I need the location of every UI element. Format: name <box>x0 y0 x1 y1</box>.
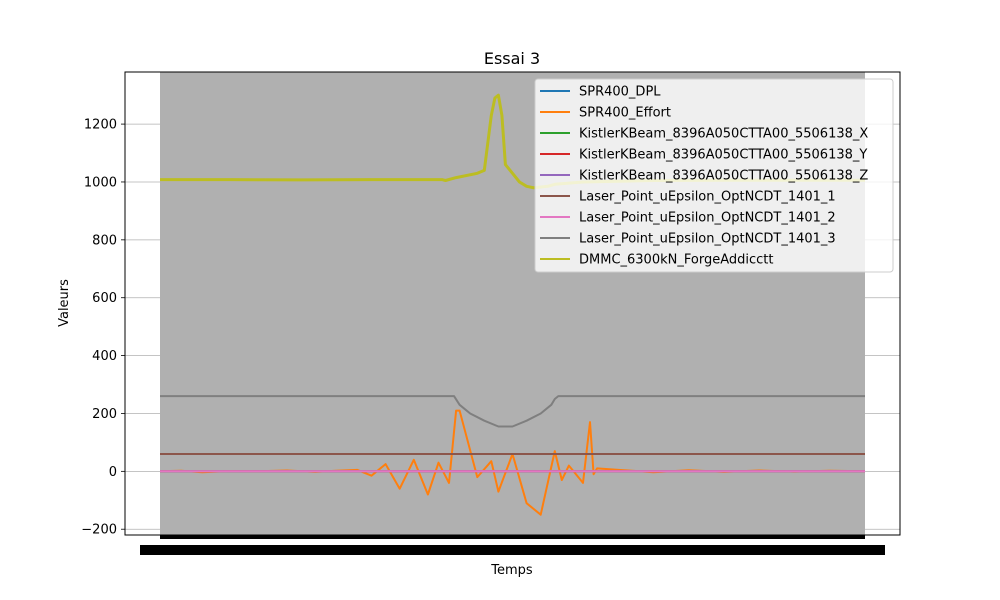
legend-label: Laser_Point_uEpsilon_OptNCDT_1401_3 <box>579 232 836 247</box>
legend-label: KistlerKBeam_8396A050CTTA00_5506138_Y <box>579 148 867 163</box>
y-axis-label: Valeurs <box>57 279 72 327</box>
y-tick-label: 0 <box>109 465 117 480</box>
x-axis-label: Temps <box>490 563 533 578</box>
x-tick-marks <box>160 535 865 539</box>
x-axis-ticks <box>140 535 885 555</box>
y-tick-label: 200 <box>92 407 117 422</box>
y-tick-label: 800 <box>92 233 117 248</box>
legend-label: SPR400_DPL <box>579 85 661 100</box>
legend-label: KistlerKBeam_8396A050CTTA00_5506138_X <box>579 127 868 142</box>
series-line-Laser_Point_uEpsilon_OptNCDT_1401_3 <box>160 395 865 428</box>
legend-label: SPR400_Effort <box>579 106 671 121</box>
legend-label: Laser_Point_uEpsilon_OptNCDT_1401_2 <box>579 211 836 226</box>
legend-label: KistlerKBeam_8396A050CTTA00_5506138_Z <box>579 169 868 184</box>
y-tick-label: 400 <box>92 349 117 364</box>
legend: SPR400_DPL SPR400_Effort KistlerKBeam_8396… <box>534 78 894 273</box>
y-tick-label: −200 <box>81 523 117 538</box>
chart-title: Essai 3 <box>484 49 540 68</box>
legend-label: Laser_Point_uEpsilon_OptNCDT_1401_1 <box>579 190 836 205</box>
y-tick-label: 600 <box>92 291 117 306</box>
x-tick-labels-overlap <box>140 545 885 555</box>
legend-label: DMMC_6300kN_ForgeAddicctt <box>579 253 773 268</box>
y-axis-ticks: −200 0 200 400 600 800 1000 1200 <box>81 118 125 538</box>
y-tick-label: 1000 <box>84 175 117 190</box>
y-tick-label: 1200 <box>84 118 117 133</box>
legend-box <box>534 78 894 273</box>
